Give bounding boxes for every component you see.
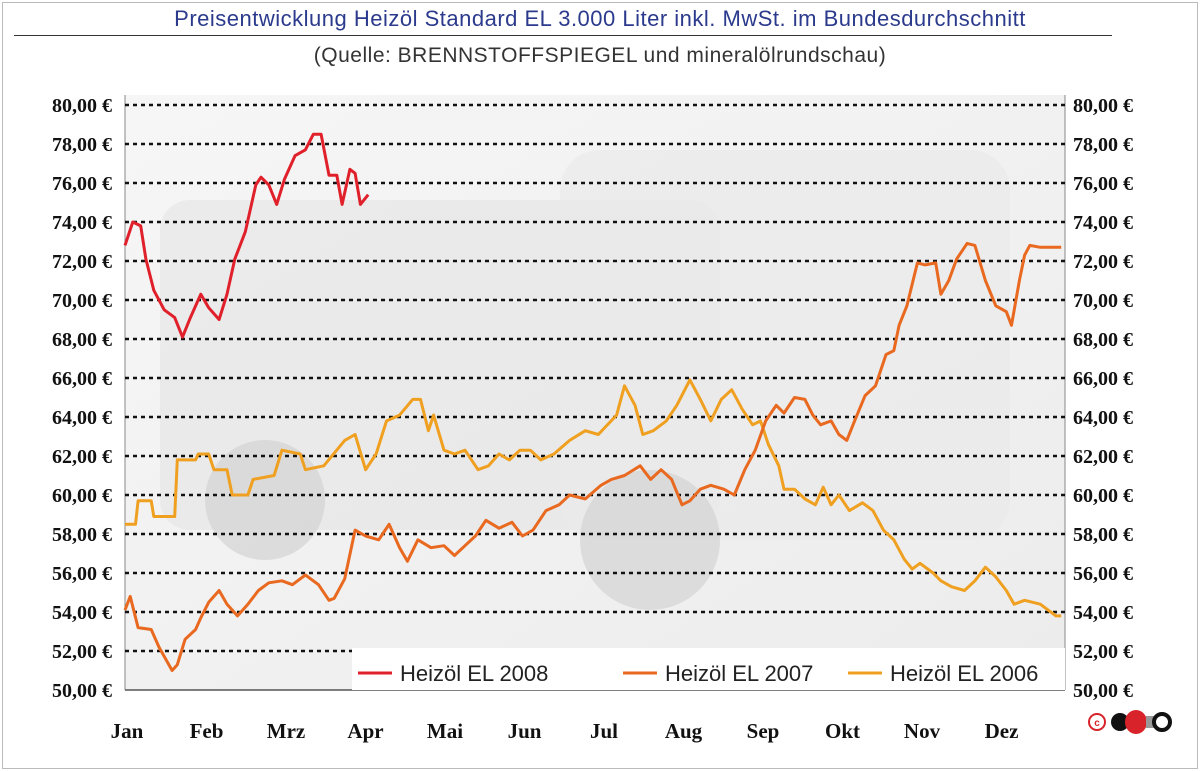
x-tick-label: Okt: [825, 719, 860, 743]
y-tick-label-left: 62,00 €: [52, 446, 112, 468]
legend: Heizöl EL 2008 Heizöl EL 2007 Heizöl EL 20…: [352, 648, 1065, 690]
y-tick-label-right: 78,00 €: [1073, 134, 1133, 156]
y-tick-label-right: 54,00 €: [1073, 602, 1133, 624]
y-tick-label-left: 78,00 €: [52, 134, 112, 156]
x-tick-label: Nov: [904, 719, 941, 743]
x-tick-label: Mai: [427, 719, 463, 743]
logo-e: [1125, 710, 1147, 734]
y-tick-label-right: 80,00 €: [1073, 95, 1133, 117]
legend-box: [352, 648, 1065, 690]
y-tick-label-right: 50,00 €: [1073, 680, 1133, 702]
y-tick-label-left: 68,00 €: [52, 329, 112, 351]
copyright-symbol: c: [1094, 718, 1100, 729]
truck-cab-decoration: [560, 150, 1010, 540]
x-tick-label: Dez: [985, 719, 1019, 743]
y-tick-label-left: 70,00 €: [52, 290, 112, 312]
logo-o: [1152, 712, 1172, 732]
y-tick-label-right: 72,00 €: [1073, 251, 1133, 273]
x-tick-label: Mrz: [267, 719, 305, 743]
x-tick-label: Feb: [190, 719, 224, 743]
y-tick-label-left: 54,00 €: [52, 602, 112, 624]
y-tick-label-right: 52,00 €: [1073, 641, 1133, 663]
y-tick-label-left: 60,00 €: [52, 485, 112, 507]
y-tick-label-left: 56,00 €: [52, 563, 112, 585]
y-tick-label-right: 64,00 €: [1073, 407, 1133, 429]
legend-label: Heizöl EL 2006: [890, 661, 1038, 686]
logo-t: [1146, 716, 1156, 728]
legend-label: Heizöl EL 2008: [400, 661, 548, 686]
x-tick-label: Jul: [590, 719, 618, 743]
y-tick-label-left: 50,00 €: [52, 680, 112, 702]
y-tick-label-right: 74,00 €: [1073, 212, 1133, 234]
series-line-heiz-l-el-2007: [123, 241, 1062, 672]
y-tick-label-right: 58,00 €: [1073, 524, 1133, 546]
y-tick-label-left: 66,00 €: [52, 368, 112, 390]
chart-subtitle: (Quelle: BRENNSTOFFSPIEGEL und mineralöl…: [313, 44, 887, 67]
legend-label: Heizöl EL 2007: [665, 661, 813, 686]
y-tick-label-right: 56,00 €: [1073, 563, 1133, 585]
y-tick-label-right: 60,00 €: [1073, 485, 1133, 507]
y-tick-label-right: 62,00 €: [1073, 446, 1133, 468]
y-tick-label-left: 76,00 €: [52, 173, 112, 195]
chart-title: Preisentwicklung Heizöl Standard EL 3.00…: [174, 6, 1026, 31]
truck-wheel-decoration: [580, 470, 720, 610]
y-tick-label-right: 66,00 €: [1073, 368, 1133, 390]
y-tick-label-right: 76,00 €: [1073, 173, 1133, 195]
y-tick-label-left: 74,00 €: [52, 212, 112, 234]
truck-wheel-decoration: [205, 440, 325, 560]
x-tick-label: Jun: [508, 719, 542, 743]
y-tick-label-right: 70,00 €: [1073, 290, 1133, 312]
x-tick-label: Apr: [347, 719, 383, 743]
y-tick-label-left: 80,00 €: [52, 95, 112, 117]
series-line-heiz-l-el-2008: [123, 132, 370, 339]
ceto-logo: c: [1088, 710, 1172, 734]
series-line-heiz-l-el-2006: [125, 378, 1062, 618]
x-tick-label: Aug: [665, 719, 703, 743]
copyright-icon: [1088, 713, 1106, 731]
y-tick-label-left: 64,00 €: [52, 407, 112, 429]
title-underline: [14, 35, 1112, 36]
y-tick-label-right: 68,00 €: [1073, 329, 1133, 351]
y-tick-label-left: 58,00 €: [52, 524, 112, 546]
logo-c: [1111, 713, 1129, 731]
x-tick-label: Jan: [111, 719, 144, 743]
y-tick-label-left: 72,00 €: [52, 251, 112, 273]
y-tick-label-left: 52,00 €: [52, 641, 112, 663]
x-tick-label: Sep: [747, 719, 780, 743]
